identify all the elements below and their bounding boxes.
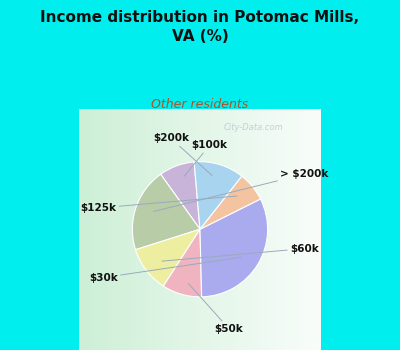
Text: Other residents: Other residents <box>151 98 249 111</box>
Wedge shape <box>132 174 200 250</box>
Text: Income distribution in Potomac Mills,
VA (%): Income distribution in Potomac Mills, VA… <box>40 10 360 44</box>
Text: $100k: $100k <box>184 140 228 176</box>
Wedge shape <box>200 176 260 229</box>
Wedge shape <box>200 199 268 297</box>
Wedge shape <box>161 162 200 229</box>
Text: $125k: $125k <box>80 196 237 213</box>
Text: City-Data.com: City-Data.com <box>223 123 283 132</box>
Text: $60k: $60k <box>162 244 319 261</box>
Wedge shape <box>194 162 242 229</box>
Text: > $200k: > $200k <box>154 169 328 211</box>
Text: $50k: $50k <box>188 284 243 334</box>
Wedge shape <box>163 229 202 297</box>
Wedge shape <box>136 229 200 286</box>
Text: $30k: $30k <box>89 257 242 282</box>
Text: $200k: $200k <box>153 133 212 176</box>
